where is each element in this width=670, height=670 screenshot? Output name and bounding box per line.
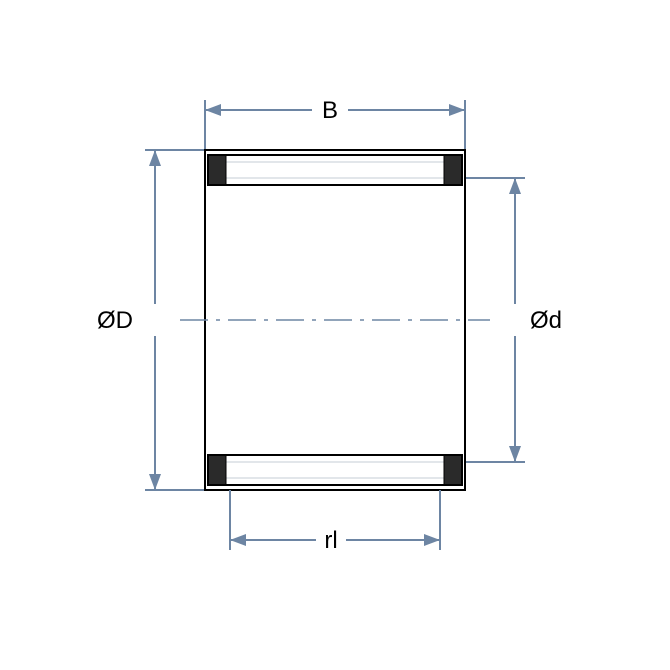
dimension-B: B <box>205 97 465 150</box>
label-rl: rl <box>324 527 337 554</box>
roller-top <box>208 155 462 185</box>
label-d: Ød <box>530 307 562 334</box>
dimension-rl: rl <box>230 490 440 554</box>
roller-bottom <box>208 455 462 485</box>
label-B: B <box>322 97 338 124</box>
bearing-section-diagram: B ØD Ød <box>0 0 670 670</box>
label-D: ØD <box>97 307 133 334</box>
